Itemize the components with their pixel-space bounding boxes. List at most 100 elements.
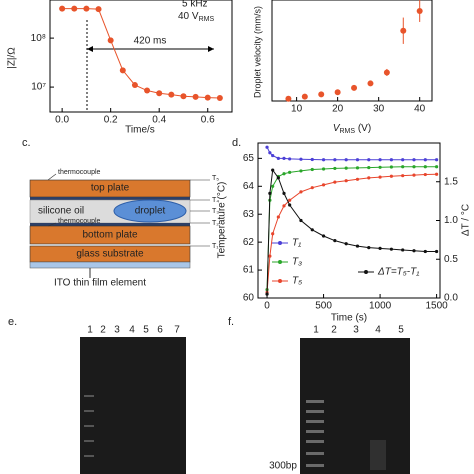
point xyxy=(321,183,326,187)
point xyxy=(367,158,371,162)
y-tick-label: 63 xyxy=(243,209,255,220)
point xyxy=(282,204,286,208)
point xyxy=(423,249,427,254)
point xyxy=(333,180,337,184)
layer-label: droplet xyxy=(135,206,166,217)
point xyxy=(276,156,280,160)
point xyxy=(288,157,292,161)
point xyxy=(321,234,326,238)
y-label: |Z|/Ω xyxy=(7,47,18,69)
point xyxy=(412,249,416,253)
layer-label: bottom plate xyxy=(82,230,137,241)
point xyxy=(435,172,439,176)
point xyxy=(180,93,187,100)
point xyxy=(321,167,326,171)
lane-label: 5 xyxy=(143,325,149,336)
point xyxy=(401,248,405,252)
lane-label: 2 xyxy=(331,325,337,336)
droplet-shape xyxy=(113,199,187,223)
point xyxy=(378,165,382,169)
point xyxy=(333,239,337,243)
point xyxy=(367,165,371,170)
x-tick-label: 1500 xyxy=(425,301,448,312)
point xyxy=(344,179,348,183)
point xyxy=(131,82,138,89)
legend-label: T₃ xyxy=(292,257,302,268)
x-tick-label: 0.2 xyxy=(104,115,118,126)
point xyxy=(389,158,393,162)
lane-label: 5 xyxy=(398,325,404,336)
layer-label: silicone oil xyxy=(38,206,84,217)
legend-label: T₅ xyxy=(292,276,302,287)
y-tick-label: 60 xyxy=(243,293,255,304)
point xyxy=(216,94,223,101)
point xyxy=(156,90,163,97)
y-tick-label: 10⁷ xyxy=(31,82,46,93)
x-tick-label: 0 xyxy=(264,301,270,312)
y-label: Droplet velocity (mm/s) xyxy=(252,6,262,98)
point xyxy=(344,242,348,246)
panel-label: c. xyxy=(22,137,31,149)
y-tick-label: 65 xyxy=(243,153,255,164)
x-tick-label: 30 xyxy=(373,104,385,115)
point xyxy=(282,156,286,160)
x-label-part: V xyxy=(333,123,341,134)
annotation: 420 ms xyxy=(134,36,167,47)
point xyxy=(355,158,360,162)
point xyxy=(299,169,303,173)
x-tick-label: 20 xyxy=(332,104,344,115)
lane-label: 7 xyxy=(174,325,180,336)
point xyxy=(355,177,360,181)
sensor-label: T₄ xyxy=(212,197,219,204)
point xyxy=(288,198,292,202)
gel xyxy=(300,338,410,474)
smear xyxy=(370,440,386,470)
ladder-bands xyxy=(84,395,94,457)
point xyxy=(423,165,427,169)
point xyxy=(378,246,382,250)
point xyxy=(288,170,292,174)
point xyxy=(412,158,416,162)
point xyxy=(301,93,308,100)
point xyxy=(378,175,382,179)
point xyxy=(321,158,326,162)
x-tick-label: 40 xyxy=(414,104,426,115)
annotation-sub: RMS xyxy=(199,16,215,23)
panel-label: d. xyxy=(232,137,241,149)
x-label: VRMS (V) xyxy=(333,123,371,135)
lane-label: 2 xyxy=(100,325,106,336)
point xyxy=(59,5,66,12)
point xyxy=(268,151,272,155)
x-label: Time (s) xyxy=(331,313,367,324)
point xyxy=(288,203,292,207)
electrode xyxy=(30,197,190,200)
legend-label: T₁ xyxy=(292,238,301,249)
legend-label: ΔT=T₅-T₁ xyxy=(377,267,419,278)
point xyxy=(192,93,199,100)
point xyxy=(401,165,405,169)
point xyxy=(423,158,427,162)
point xyxy=(367,80,374,87)
lane-label: 4 xyxy=(375,325,381,336)
pointer xyxy=(47,222,57,227)
point xyxy=(344,166,348,170)
panel-label: e. xyxy=(8,316,17,328)
plot-frame xyxy=(49,0,233,113)
point xyxy=(107,37,114,44)
point xyxy=(401,174,405,178)
point xyxy=(71,5,78,12)
bottom-plate xyxy=(29,225,191,245)
point xyxy=(276,215,280,219)
point xyxy=(95,6,102,13)
x-tick-label: 0.6 xyxy=(201,115,215,126)
y-tick-label: 62 xyxy=(243,237,255,248)
pointer xyxy=(47,173,57,181)
thermocouple-label: thermocouple xyxy=(58,218,101,225)
sensor-label: T₅ xyxy=(212,175,219,182)
point xyxy=(367,246,371,250)
y-tick-label: 61 xyxy=(243,265,255,276)
sensor-lines xyxy=(190,179,210,247)
point xyxy=(401,158,405,162)
lane-label: 3 xyxy=(114,325,120,336)
x-tick-label: 500 xyxy=(315,301,332,312)
